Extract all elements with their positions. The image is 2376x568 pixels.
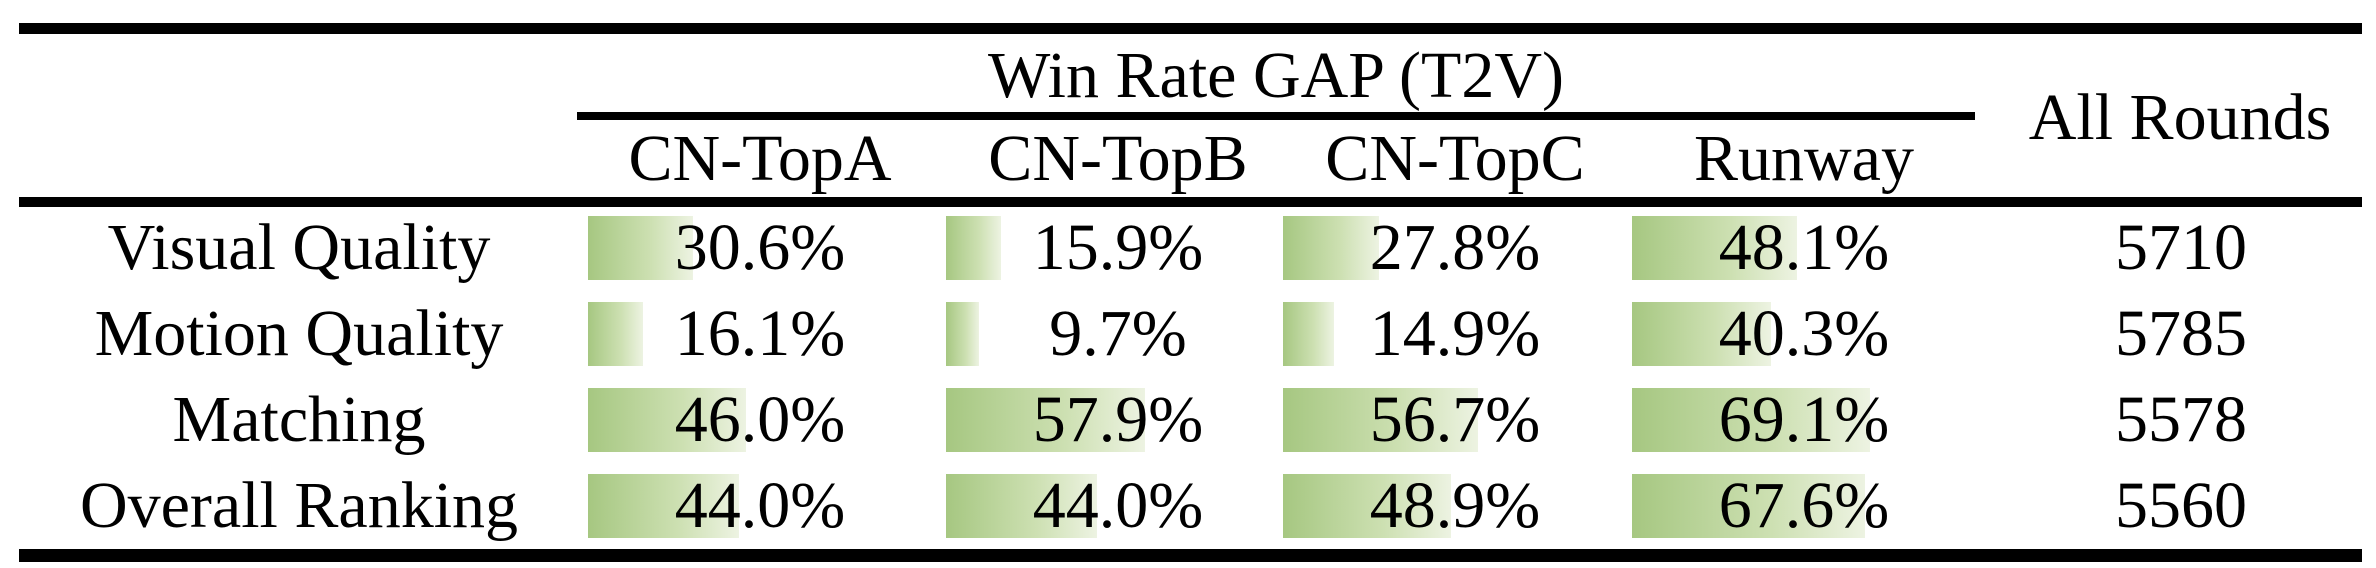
table-top-rule (19, 23, 2362, 34)
win-rate-bar (1283, 216, 1379, 280)
table-bottom-rule (19, 549, 2362, 562)
all-rounds-value: 5578 (2115, 383, 2247, 456)
win-rate-value: 14.9% (1369, 297, 1541, 370)
win-rate-bar (1632, 474, 1865, 538)
win-rate-value: 44.0% (1032, 469, 1204, 542)
win-rate-cell: 16.1% (588, 291, 932, 377)
table-row-overall-ranking: Overall Ranking 44.0% 44.0% 48.9% 67.6% … (0, 463, 2376, 549)
win-rate-value: 46.0% (674, 383, 846, 456)
win-rate-bar (1283, 474, 1451, 538)
win-rate-cell: 40.3% (1632, 291, 1976, 377)
win-rate-value: 56.7% (1369, 383, 1541, 456)
group-header-underline-rule (577, 112, 1975, 120)
row-label-visual-quality: Visual Quality (107, 211, 491, 284)
row-label-matching: Matching (172, 383, 426, 456)
win-rate-bar (1283, 302, 1334, 366)
win-rate-value: 44.0% (674, 469, 846, 542)
win-rate-cell: 46.0% (588, 377, 932, 463)
win-rate-cell: 30.6% (588, 205, 932, 291)
win-rate-bar (946, 302, 979, 366)
win-rate-value: 16.1% (674, 297, 846, 370)
column-group-header-win-rate-gap: Win Rate GAP (T2V) (988, 39, 1564, 112)
row-label-motion-quality: Motion Quality (94, 297, 504, 370)
win-rate-value: 67.6% (1718, 469, 1890, 542)
win-rate-bar (1632, 216, 1797, 280)
win-rate-cell: 9.7% (946, 291, 1290, 377)
win-rate-cell: 44.0% (588, 463, 932, 549)
win-rate-bar (588, 302, 643, 366)
win-rate-value: 69.1% (1718, 383, 1890, 456)
win-rate-bar (946, 474, 1097, 538)
win-rate-bar (1632, 388, 1870, 452)
win-rate-cell: 48.9% (1283, 463, 1627, 549)
column-header-cn-topa: CN-TopA (628, 122, 892, 195)
win-rate-value: 48.1% (1718, 211, 1890, 284)
table-row-motion-quality: Motion Quality 16.1% 9.7% 14.9% 40.3% 57… (0, 291, 2376, 377)
column-header-cn-topc: CN-TopC (1325, 122, 1585, 195)
win-rate-cell: 44.0% (946, 463, 1290, 549)
win-rate-cell: 67.6% (1632, 463, 1976, 549)
column-header-runway: Runway (1694, 122, 1914, 195)
win-rate-cell: 57.9% (946, 377, 1290, 463)
win-rate-cell: 27.8% (1283, 205, 1627, 291)
win-rate-cell: 69.1% (1632, 377, 1976, 463)
win-rate-value: 40.3% (1718, 297, 1890, 370)
win-rate-value: 9.7% (1049, 297, 1187, 370)
win-rate-cell: 15.9% (946, 205, 1290, 291)
win-rate-bar (588, 216, 693, 280)
win-rate-value: 27.8% (1369, 211, 1541, 284)
all-rounds-value: 5560 (2115, 469, 2247, 542)
win-rate-bar (588, 474, 739, 538)
win-rate-bar (1283, 388, 1478, 452)
all-rounds-value: 5785 (2115, 297, 2247, 370)
header-separator-rule (19, 197, 2362, 207)
win-rate-bar (946, 216, 1001, 280)
win-rate-cell: 14.9% (1283, 291, 1627, 377)
column-header-all-rounds: All Rounds (2028, 81, 2332, 154)
win-rate-value: 30.6% (674, 211, 846, 284)
row-label-overall-ranking: Overall Ranking (79, 469, 519, 542)
win-rate-cell: 56.7% (1283, 377, 1627, 463)
win-rate-bar (1632, 302, 1771, 366)
win-rate-bar (946, 388, 1145, 452)
table-row-matching: Matching 46.0% 57.9% 56.7% 69.1% 5578 (0, 377, 2376, 463)
win-rate-bar (588, 388, 746, 452)
win-rate-value: 57.9% (1032, 383, 1204, 456)
win-rate-value: 15.9% (1032, 211, 1204, 284)
win-rate-value: 48.9% (1369, 469, 1541, 542)
win-rate-cell: 48.1% (1632, 205, 1976, 291)
column-header-cn-topb: CN-TopB (988, 122, 1248, 195)
all-rounds-value: 5710 (2115, 211, 2247, 284)
table-row-visual-quality: Visual Quality 30.6% 15.9% 27.8% 48.1% 5… (0, 205, 2376, 291)
